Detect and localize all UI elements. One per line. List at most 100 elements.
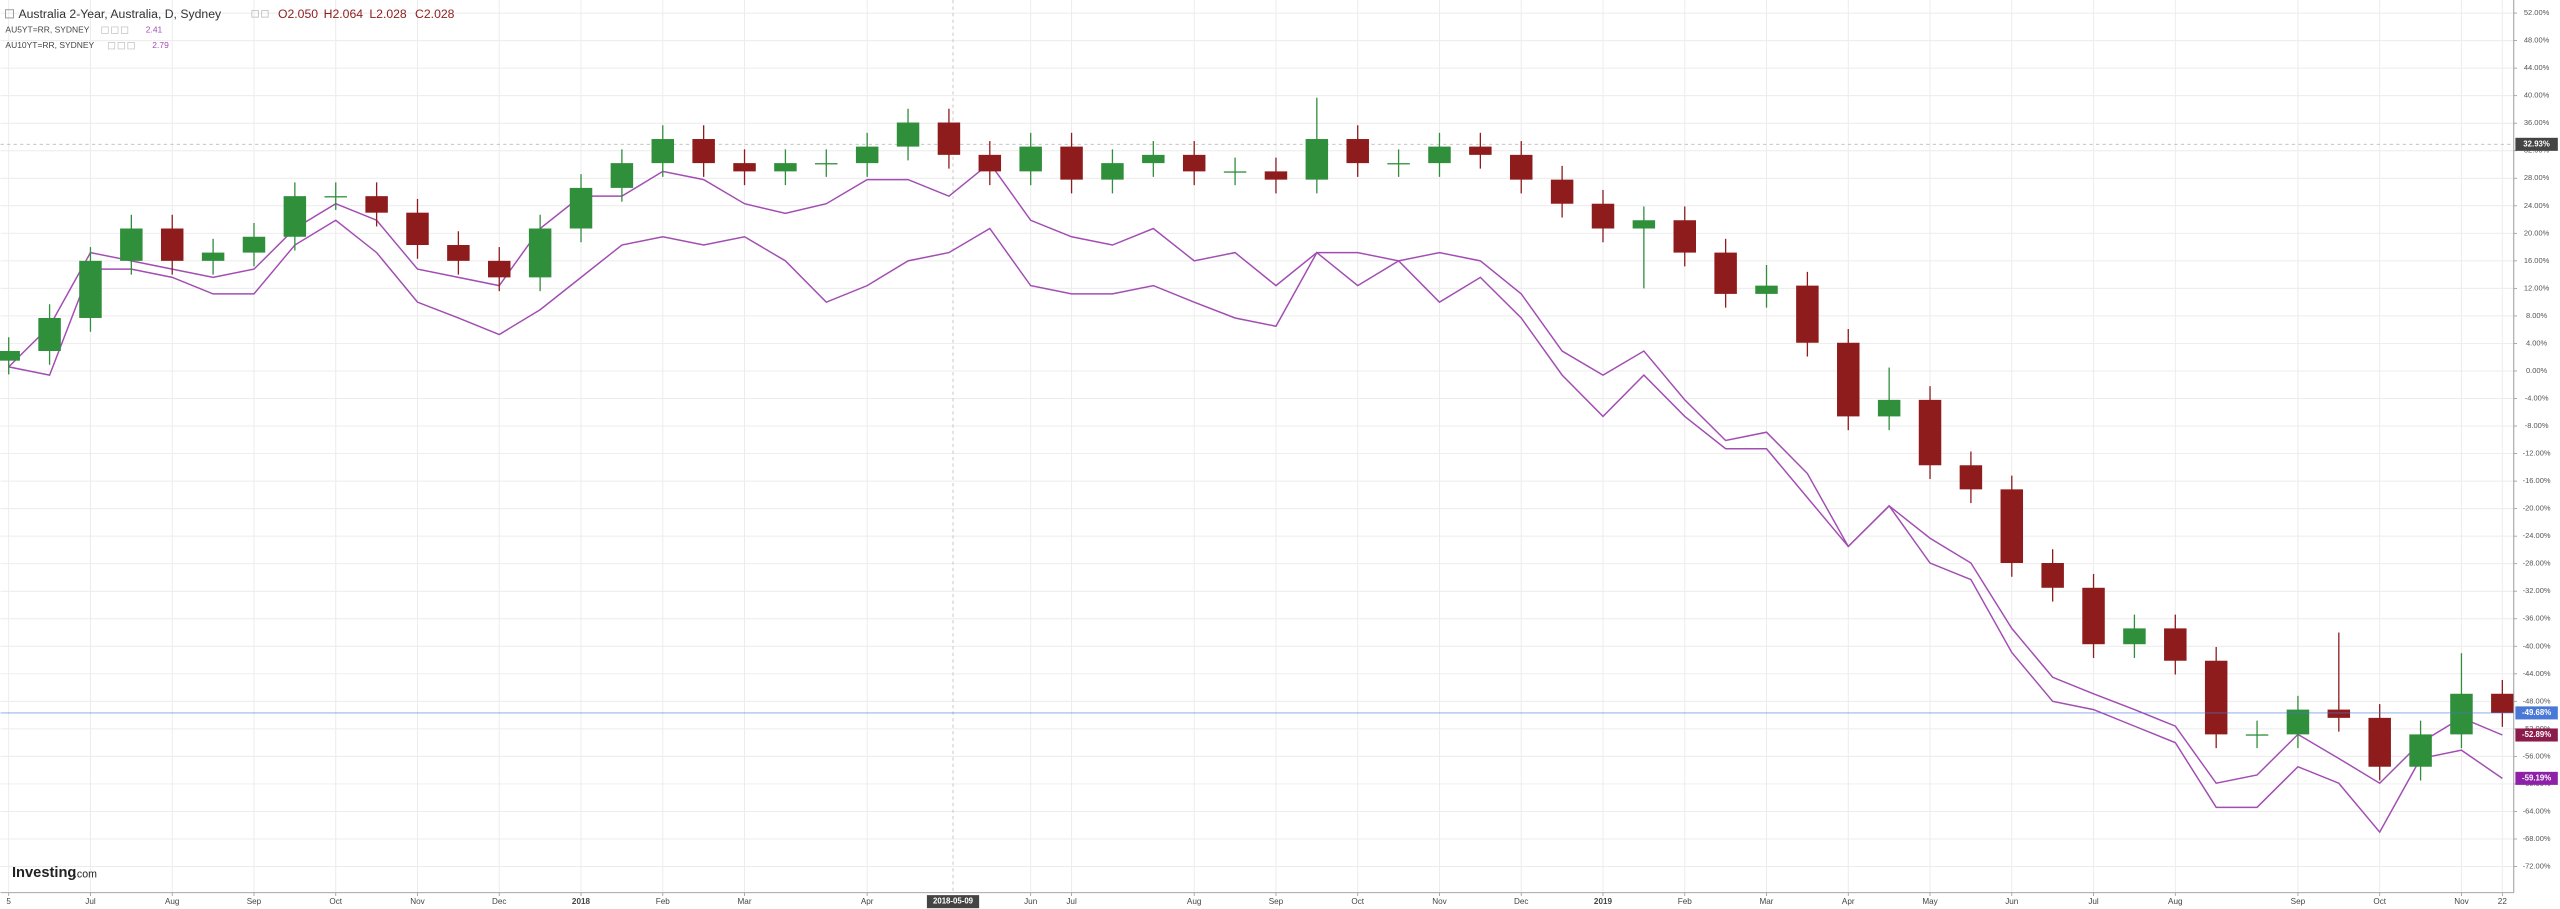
y-tick-label: 44.00% [2524, 63, 2550, 72]
x-tick-label: Apr [861, 897, 874, 906]
y-tick-label: 36.00% [2524, 118, 2550, 127]
legend-label: AU5YT=RR, SYDNEY [5, 24, 89, 34]
candle-body [1591, 203, 1615, 229]
candle-body [1346, 139, 1369, 164]
legend-icon [111, 26, 119, 34]
series-line [8, 162, 2503, 785]
candle-body [2164, 628, 2187, 661]
axis-badge-label: -52.89% [2522, 730, 2551, 739]
candle-body [2123, 628, 2146, 645]
candle-body [1101, 163, 1124, 180]
y-tick-label: 40.00% [2524, 91, 2550, 100]
x-tick-label: Sep [1269, 897, 1284, 906]
candle-body [38, 317, 61, 352]
logo-suffix: .com [74, 869, 97, 881]
candle-body [1632, 220, 1656, 229]
candle-body [1264, 171, 1288, 180]
candle-body [2409, 734, 2432, 767]
candle-body [242, 236, 266, 253]
legend-icon [120, 26, 129, 34]
x-tick-label: Mar [738, 897, 752, 906]
collapse-icon[interactable] [5, 9, 15, 19]
candle-body [937, 122, 961, 155]
plot [0, 0, 2514, 893]
candle-body [2327, 709, 2351, 718]
crosshair-date-badge [926, 895, 980, 909]
candle-body [2491, 693, 2514, 713]
legend-icon [107, 42, 116, 50]
candle-body [1469, 146, 1492, 155]
candle-body [1142, 154, 1165, 164]
candle-body [1182, 154, 1206, 172]
y-tick-label: -68.00% [2523, 834, 2551, 843]
candle-body [1019, 146, 1042, 172]
y-tick-label: 12.00% [2524, 283, 2550, 292]
y-tick-label: 16.00% [2524, 256, 2550, 265]
candle-body [569, 187, 593, 229]
candle-body [1959, 465, 1983, 490]
x-tick-label: Jun [1024, 897, 1037, 906]
candle-body [2286, 709, 2310, 735]
legend-readout: 2.79 [152, 40, 169, 50]
x-tick-label: Sep [247, 897, 262, 906]
axis-badge [2515, 706, 2558, 720]
x-tick-label: Feb [656, 897, 671, 906]
x-tick-label: Nov [2454, 897, 2469, 906]
y-tick-label: -40.00% [2523, 641, 2551, 650]
chart-title: Australia 2-Year, Australia, D, Sydney [18, 7, 222, 21]
x-tick-label: Oct [1351, 897, 1364, 906]
x-tick-label: 2018 [572, 897, 591, 906]
series-line [8, 219, 2503, 834]
y-tick-label: 20.00% [2524, 228, 2550, 237]
candle-body [324, 196, 347, 198]
candle-body [1428, 146, 1451, 164]
x-tick-label: Jun [2005, 897, 2018, 906]
legend-icon [127, 42, 135, 50]
y-tick-label: -8.00% [2525, 421, 2549, 430]
x-tick-label: 5 [6, 897, 11, 906]
x-tick-label: Dec [492, 897, 506, 906]
candle-body [733, 163, 756, 172]
candle-body [2245, 734, 2269, 736]
candle-body [896, 122, 920, 147]
axis-badge [2515, 137, 2558, 151]
candle-body [610, 163, 634, 188]
candle-body [488, 260, 511, 278]
candle-body [283, 196, 307, 237]
candle-body [1918, 399, 1942, 466]
y-tick-label: 4.00% [2526, 338, 2548, 347]
candle-body [406, 212, 429, 246]
y-tick-label: -52.00% [2523, 724, 2551, 733]
candle-body [855, 146, 879, 164]
legend-icon [117, 42, 125, 50]
axis-badge [2515, 728, 2558, 742]
candle-body [447, 245, 470, 261]
y-tick-label: -32.00% [2523, 586, 2551, 595]
candle-body [2041, 563, 2064, 588]
y-tick-label: 0.00% [2526, 366, 2548, 375]
ohlc-readout: L2.028 [369, 7, 407, 21]
x-tick-label: Nov [410, 897, 425, 906]
candle-body [1755, 285, 1778, 294]
axis-badge [2515, 771, 2558, 785]
x-tick-label: Jul [85, 897, 96, 906]
hide-icon[interactable] [261, 10, 269, 18]
candle-body [2082, 587, 2105, 645]
candle-body [1714, 252, 1737, 294]
y-tick-label: -16.00% [2523, 476, 2551, 485]
candle-body [1387, 163, 1410, 165]
x-tick-label: Apr [1842, 897, 1855, 906]
candle-body [651, 139, 675, 164]
x-tick-label: May [1922, 897, 1938, 906]
axis-badge-label: -49.68% [2522, 708, 2551, 717]
candle-body [79, 260, 102, 318]
crosshair-date-label: 2018-05-09 [933, 897, 974, 906]
candle-body [1837, 342, 1860, 417]
y-tick-label: -20.00% [2523, 504, 2551, 513]
x-tick-label: Aug [2168, 897, 2183, 906]
settings-icon[interactable] [251, 10, 259, 18]
candle-body [1796, 285, 1819, 343]
y-tick-label: 48.00% [2524, 36, 2550, 45]
